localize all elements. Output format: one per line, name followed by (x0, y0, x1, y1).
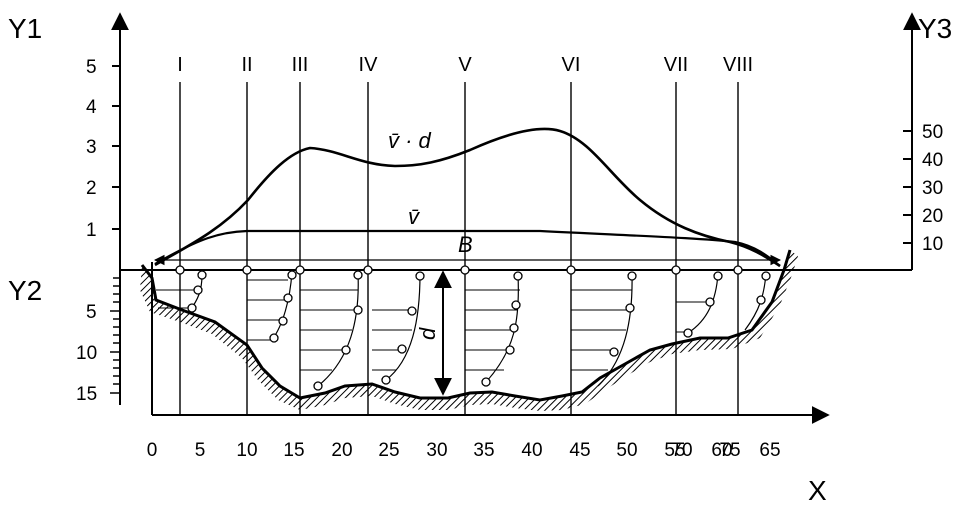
unit-discharge-label: v̄ · d (388, 128, 432, 153)
x-ticks: 0 5 10 15 20 25 30 35 40 45 50 55 60 65 … (147, 440, 781, 461)
section-labels: I II III IV V VI VII VIII (177, 54, 753, 76)
x-tick-label: 0 (147, 440, 158, 461)
x-tick-label: 10 (236, 440, 257, 461)
velocity-profile-curves (189, 271, 767, 387)
mean-velocity-curve (154, 229, 781, 267)
measurement-points (187, 270, 771, 391)
y1-tick-label: 1 (86, 220, 97, 241)
y1-axis-label: Y1 (8, 13, 42, 44)
x-tick-label: 15 (283, 440, 304, 461)
unit-discharge-curve (154, 127, 781, 268)
section-label: VI (562, 54, 581, 76)
section-label: V (458, 54, 472, 76)
x-tick-label: 5 (195, 440, 206, 461)
section-label: II (241, 54, 252, 76)
x-tick-label: 20 (331, 440, 352, 461)
y2-ticks: 5 10 15 (76, 277, 120, 405)
x-axis-label: X (808, 475, 827, 506)
y1-tick-label: 4 (86, 97, 97, 118)
y1-tick-label: 2 (86, 178, 97, 199)
mean-velocity-label: v̄ (408, 204, 421, 229)
y3-axis-label: Y3 (918, 13, 952, 44)
y1-tick-label: 5 (86, 57, 97, 78)
width-label: B (458, 232, 473, 257)
y3-tick-label: 20 (922, 206, 943, 227)
section-label: IV (359, 54, 379, 76)
section-lines (179, 82, 739, 415)
x-tick-label: 65 (759, 440, 780, 461)
y1-ticks: 1 2 3 4 5 (86, 57, 120, 241)
y3-tick-label: 30 (922, 178, 943, 199)
section-label: III (292, 54, 309, 76)
y2-tick-label: 5 (86, 302, 97, 323)
section-label: I (177, 54, 183, 76)
y3-tick-label: 50 (922, 122, 943, 143)
x-tick-label: 55 (664, 440, 685, 461)
riverbed-hatching (140, 250, 798, 411)
y3-ticks: 10 20 30 40 50 (903, 122, 943, 255)
x-tick-label: 30 (426, 440, 447, 461)
x-tick-label: 45 (569, 440, 590, 461)
x-tick-label: 60 (711, 440, 732, 461)
section-label: VIII (723, 54, 753, 76)
velocity-profile-lines (156, 279, 712, 371)
x-tick-label: 75 (719, 440, 740, 461)
x-tick-label: 25 (378, 440, 399, 461)
surface-points (175, 265, 743, 275)
y2-tick-label: 10 (76, 343, 97, 364)
x-tick-label: 40 (521, 440, 542, 461)
y1-tick-label: 3 (86, 137, 97, 158)
x-tick-label: 35 (473, 440, 494, 461)
y3-tick-label: 10 (922, 234, 943, 255)
x-tick-label: 50 (616, 440, 637, 461)
y2-tick-label: 15 (76, 384, 97, 405)
y2-axis-label: Y2 (8, 275, 42, 306)
section-label: VII (664, 54, 688, 76)
y3-tick-label: 40 (922, 150, 943, 171)
depth-label: d (415, 327, 440, 340)
x-tick-label: 70 (671, 440, 692, 461)
